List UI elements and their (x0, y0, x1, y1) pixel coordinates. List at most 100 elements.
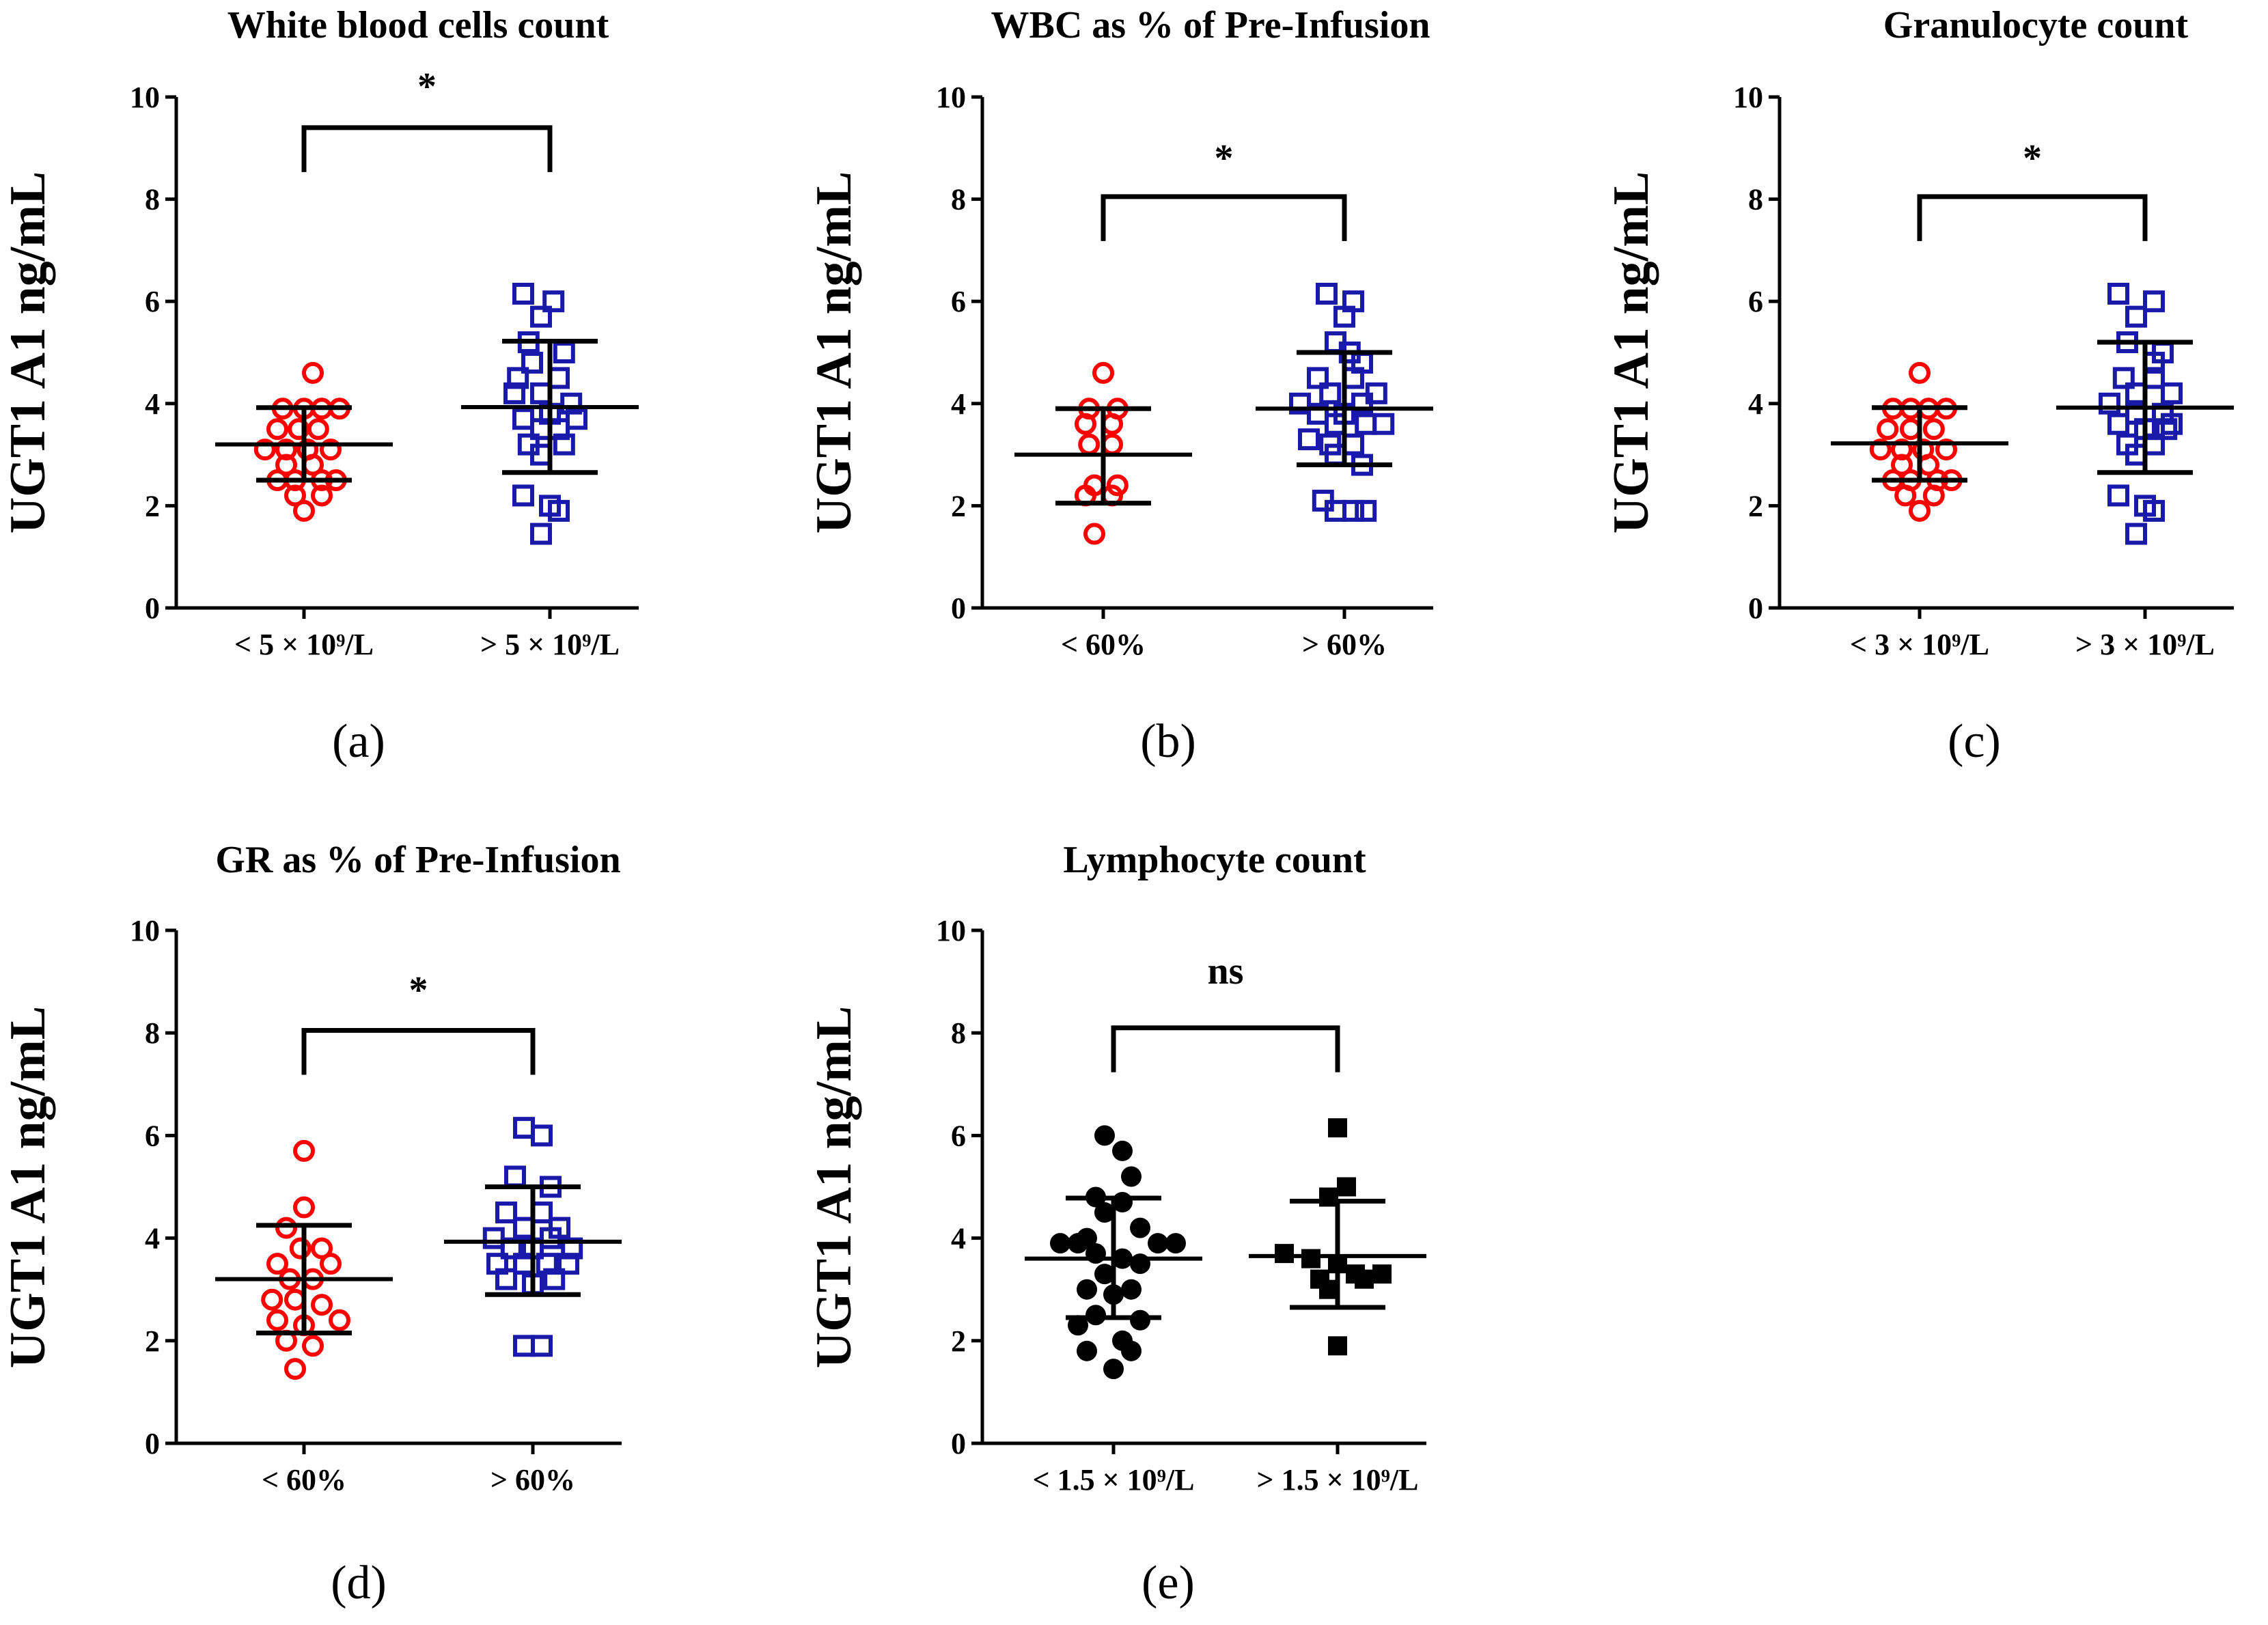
data-point (1121, 1340, 1142, 1361)
y-tick-label: 6 (1748, 285, 1763, 318)
data-point (1094, 1125, 1115, 1146)
group-2: > 60% (1256, 282, 1433, 661)
data-point (289, 1237, 312, 1260)
data-point (531, 1124, 553, 1147)
data-point (542, 290, 565, 313)
panel-label: (e) (1142, 1557, 1195, 1609)
y-tick-label: 4 (1748, 387, 1763, 421)
y-tick-label: 4 (145, 387, 160, 421)
data-point (284, 484, 306, 507)
data-point (543, 1268, 566, 1290)
x-tick-label: > 1.5 × 10⁹/L (1257, 1463, 1419, 1497)
data-point (1316, 282, 1338, 305)
panel-label: (a) (332, 715, 385, 768)
y-tick-label: 6 (145, 285, 160, 318)
data-point (253, 439, 276, 461)
data-point (1050, 1233, 1070, 1254)
group-2: > 1.5 × 10⁹/L (1249, 1118, 1426, 1497)
y-tick-label: 6 (951, 1119, 966, 1152)
y-tick-label: 0 (1748, 592, 1763, 625)
data-point (530, 523, 552, 545)
y-tick-label: 2 (145, 489, 160, 523)
y-axis-label: UGT1 A1 ng/mL (806, 1006, 862, 1368)
group-1: < 3 × 10⁹/L (1831, 361, 2008, 661)
panel-d: GR as % of Pre-Infusion UGT1 A1 ng/mL 0 2 4 6… (0, 839, 622, 1609)
chart-title: Lymphocyte count (1063, 839, 1366, 881)
y-tick-label: 4 (145, 1222, 160, 1255)
group-2: > 60% (444, 1117, 622, 1497)
x-tick-label: > 3 × 10⁹/L (2075, 628, 2215, 661)
y-tick-label: 8 (1748, 183, 1763, 217)
data-point (521, 351, 543, 374)
x-tick-label: < 1.5 × 10⁹/L (1033, 1463, 1195, 1497)
data-point (1165, 1233, 1186, 1254)
data-point (266, 418, 288, 441)
y-tick-label: 8 (145, 1016, 160, 1050)
data-point (2107, 484, 2129, 507)
data-point (293, 1196, 315, 1219)
data-point (557, 1253, 579, 1275)
data-point (1319, 382, 1342, 404)
data-point (1307, 367, 1329, 389)
y-tick-label: 10 (130, 81, 160, 114)
y-axis-label: UGT1 A1 ng/mL (806, 171, 862, 533)
data-point (512, 484, 534, 507)
data-point (1869, 439, 1892, 461)
data-point (1077, 1340, 1097, 1361)
data-point (1355, 1269, 1374, 1289)
data-point (329, 1309, 350, 1331)
significance-label: * (1215, 137, 1234, 180)
data-point (311, 1294, 333, 1316)
group-1: < 60% (215, 1139, 393, 1497)
data-point (553, 433, 575, 456)
data-point (530, 305, 552, 328)
x-tick-label: < 60% (262, 1463, 346, 1497)
group-1: < 60% (1014, 361, 1192, 661)
data-point (1130, 1217, 1150, 1238)
significance-label: ns (1208, 950, 1244, 992)
significance-label: * (409, 969, 428, 1012)
data-point (1922, 418, 1945, 441)
x-tick-label: < 3 × 10⁹/L (1850, 628, 1989, 661)
significance-bracket (1111, 1025, 1340, 1072)
data-point (1333, 305, 1355, 328)
data-point (2099, 392, 2120, 415)
data-point (500, 1237, 523, 1260)
data-point (2107, 413, 2129, 435)
x-tick-label: < 5 × 10⁹/L (234, 628, 374, 661)
data-point (2155, 418, 2178, 441)
data-point (531, 1335, 553, 1357)
data-point (1372, 1264, 1392, 1284)
data-point (1891, 439, 1913, 461)
data-point (1275, 1244, 1294, 1264)
data-point (2143, 290, 2165, 313)
data-point (311, 484, 333, 507)
y-tick-label: 4 (951, 387, 966, 421)
y-tick-label: 0 (951, 592, 966, 625)
data-point (512, 282, 534, 305)
panel-b: WBC as % of Pre-Infusion UGT1 A1 ng/mL 0 2 4… (806, 4, 1433, 768)
data-point (1077, 1279, 1097, 1300)
data-point (561, 1237, 583, 1260)
significance-bracket (1101, 194, 1347, 241)
x-tick-label: > 5 × 10⁹/L (480, 628, 620, 661)
x-tick-label: < 60% (1061, 628, 1146, 661)
chart-title: GR as % of Pre-Infusion (215, 839, 620, 881)
panel-a: White blood cells count UGT1 A1 ng/mL 0 2 4 6… (0, 4, 639, 768)
data-point (1094, 1264, 1115, 1285)
panel-e: Lymphocyte count UGT1 A1 ng/mL 0 2 4 6 8 10 < 1.… (806, 839, 1426, 1609)
panel-label: (d) (331, 1557, 387, 1609)
y-tick-label: 8 (145, 183, 160, 217)
data-point (1319, 1279, 1338, 1299)
data-point (2112, 367, 2135, 389)
data-point (1112, 1140, 1133, 1161)
panel-label: (c) (1948, 715, 2001, 768)
data-point (1891, 454, 1913, 476)
y-axis-label: UGT1 A1 ng/mL (0, 1006, 56, 1368)
data-point (275, 439, 297, 461)
data-point (495, 1268, 517, 1290)
data-point (320, 1253, 342, 1275)
data-point (1301, 1249, 1320, 1268)
data-point (1909, 361, 1931, 384)
